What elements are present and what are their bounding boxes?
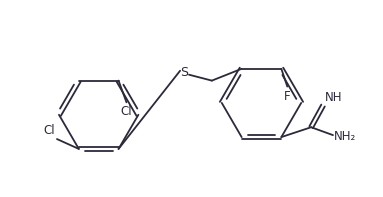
Text: S: S <box>180 66 188 79</box>
Text: Cl: Cl <box>121 105 132 118</box>
Text: NH₂: NH₂ <box>334 130 356 143</box>
Text: F: F <box>284 90 291 103</box>
Text: NH: NH <box>325 91 342 104</box>
Text: Cl: Cl <box>43 124 55 137</box>
